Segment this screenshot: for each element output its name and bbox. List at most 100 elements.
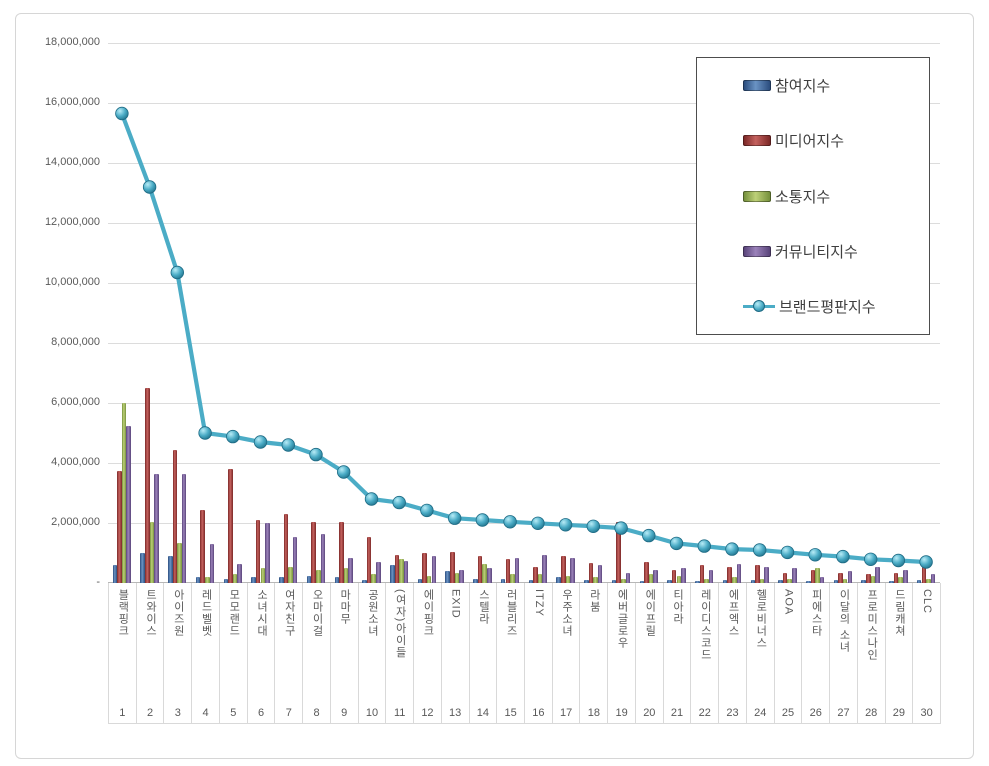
bar-communication-index [676, 575, 682, 583]
bar-community-index [403, 560, 409, 583]
legend-item-community-index: 커뮤니티지수 [697, 224, 929, 279]
bar-participation-index [195, 577, 201, 583]
bar-media-index [394, 554, 400, 583]
y-axis-tick-label: 16,000,000 [44, 96, 100, 108]
bar-communication-index [704, 578, 709, 583]
category-cell: 블랙핑크 1 [109, 583, 137, 723]
bar-media-index [893, 572, 899, 583]
gridline [108, 403, 940, 404]
bar-participation-index [916, 580, 922, 583]
category-cell: 이달의 소녀 27 [830, 583, 858, 723]
bar-community-index [875, 566, 880, 583]
category-label: 오마이걸 [311, 589, 323, 637]
bar-media-index [255, 520, 261, 583]
legend-label-communication-index: 소통지수 [775, 188, 831, 206]
category-cell: 피에스타 26 [802, 583, 831, 723]
category-cell: 스텔라 14 [470, 583, 498, 723]
bar-media-index [782, 572, 788, 583]
chart-frame [15, 13, 974, 759]
line-marker [586, 519, 601, 534]
line-marker [336, 465, 351, 479]
bar-community-index [736, 563, 742, 583]
category-label: 공원소녀 [366, 589, 379, 637]
line-marker [448, 511, 462, 525]
category-cell: 공원소녀 10 [359, 583, 387, 723]
bar-participation-index [528, 580, 534, 583]
bar-participation-index [417, 578, 423, 583]
bar-media-index [810, 569, 816, 583]
bar-community-index [431, 556, 437, 583]
category-label: AOA [782, 589, 795, 616]
bar-communication-index [288, 566, 293, 583]
line-marker [642, 528, 656, 543]
line-marker [836, 549, 850, 564]
bar-community-index [542, 554, 547, 583]
bar-communication-index [343, 568, 349, 583]
legend-swatch-communication-index [743, 190, 771, 202]
category-rank: 26 [809, 707, 822, 719]
bar-communication-index [759, 578, 765, 583]
bar-communication-index [232, 574, 238, 583]
line-marker [253, 435, 268, 449]
category-cell: CLC 30 [913, 583, 942, 723]
bar-participation-index [251, 577, 256, 583]
category-label: 모모랜드 [227, 589, 240, 637]
category-label: 블랙핑크 [116, 589, 129, 637]
bar-community-index [292, 536, 298, 583]
line-marker [115, 106, 129, 121]
bar-media-index [172, 449, 178, 583]
bar-community-index [320, 533, 326, 583]
category-label: 피에스타 [810, 589, 823, 637]
y-axis-tick-label: 10,000,000 [44, 276, 100, 288]
category-rank: 11 [394, 707, 406, 719]
category-label: 소녀시대 [255, 589, 268, 637]
bar-media-index [311, 521, 316, 583]
category-cell: (여자)아이들 11 [386, 583, 415, 723]
brand-reputation-line-layer [115, 106, 933, 569]
legend-label-participation-index: 참여지수 [775, 78, 831, 96]
bar-participation-index [112, 565, 118, 583]
bar-media-index [533, 566, 538, 583]
category-rank: 19 [615, 707, 628, 719]
bar-participation-index [667, 580, 672, 583]
bar-community-index [792, 568, 797, 583]
category-label: 마마무 [338, 589, 351, 625]
bar-participation-index [584, 580, 589, 583]
bar-communication-index [316, 569, 321, 583]
category-rank: 8 [313, 707, 320, 719]
legend-label-media-index: 미디어지수 [775, 133, 845, 151]
plot-area [108, 25, 940, 583]
bar-participation-index [334, 577, 340, 583]
gridline [108, 463, 940, 464]
bar-communication-index [787, 578, 792, 583]
bar-communication-index [842, 578, 848, 583]
legend-item-communication-index: 소통지수 [697, 168, 929, 223]
bar-community-index [930, 574, 936, 583]
bar-media-index [505, 559, 511, 583]
gridline [108, 103, 940, 104]
category-rank: 10 [365, 707, 379, 719]
bar-communication-index [870, 575, 876, 583]
bar-media-index [727, 566, 732, 583]
gridline [108, 163, 940, 164]
bar-media-index [671, 569, 677, 583]
bar-participation-index [695, 580, 700, 583]
category-label: 스텔라 [477, 589, 490, 625]
y-axis-tick-label: 8,000,000 [51, 336, 100, 348]
bar-media-index [561, 556, 566, 583]
category-label: 레드벨벳 [200, 589, 213, 637]
category-cell: 에프엑스 23 [719, 583, 747, 723]
bar-media-index [366, 536, 372, 583]
category-cell: 에이프릴 20 [636, 583, 664, 723]
bar-communication-index [121, 403, 127, 583]
bar-media-index [921, 566, 927, 583]
category-rank: 23 [726, 707, 739, 719]
bar-communication-index [732, 577, 737, 583]
bar-media-index [755, 565, 760, 583]
category-label: 에이프릴 [643, 589, 656, 637]
category-rank: 30 [920, 707, 933, 719]
category-label: 아이즈원 [172, 589, 185, 637]
category-cell: 아이즈원 3 [164, 583, 193, 723]
bar-community-index [459, 569, 464, 583]
bar-communication-index [648, 574, 654, 583]
